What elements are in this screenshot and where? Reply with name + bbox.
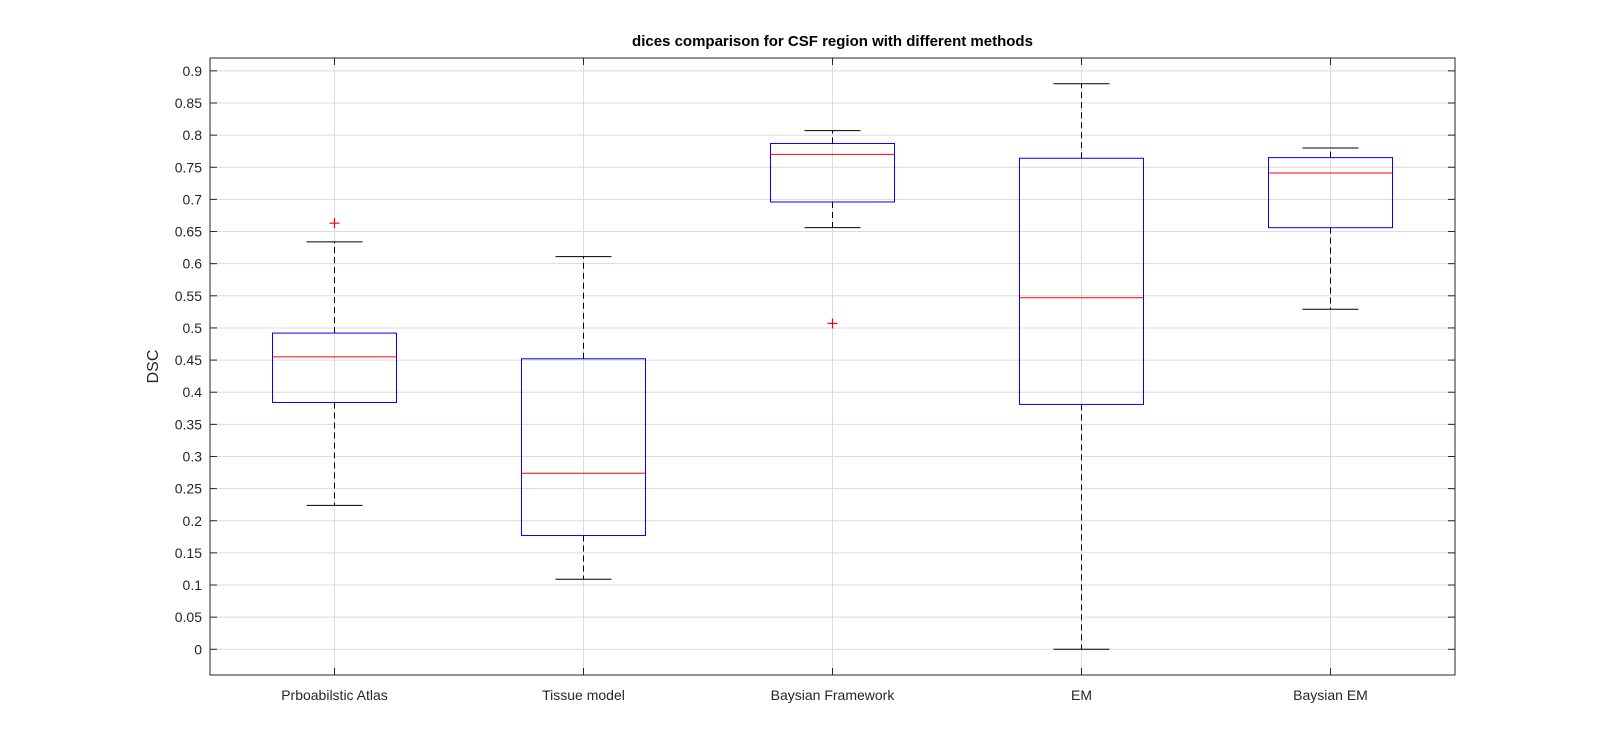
box-group [1019, 83, 1144, 650]
y-axis-label: DSC [145, 350, 162, 384]
y-tick-label: 0.65 [175, 224, 202, 240]
box-group [521, 256, 646, 580]
chart-title: dices comparison for CSF region with dif… [632, 33, 1033, 50]
x-category-label: Prboabilstic Atlas [281, 687, 388, 703]
y-tick-label: 0.8 [183, 127, 203, 143]
iqr-box [1268, 157, 1393, 229]
boxes [272, 83, 1393, 650]
y-tick-label: 0.25 [175, 481, 202, 497]
y-tick-label: 0.75 [175, 159, 202, 175]
x-category-label: EM [1071, 687, 1092, 703]
y-tick-label: 0.85 [175, 95, 202, 111]
y-tick-label: 0.7 [183, 191, 203, 207]
y-tick-label: 0.4 [183, 384, 203, 400]
outlier-marker [329, 218, 340, 229]
iqr-box [521, 358, 646, 537]
box-group [770, 130, 895, 329]
y-tick-label: 0.2 [183, 513, 203, 529]
ticks: 0 0.05 0.1 0.15 0.2 0.25 0.3 0.35 0.4 0.45 0.5 0.55… [175, 58, 1455, 703]
iqr-box [770, 142, 895, 203]
x-category-label: Baysian Framework [771, 687, 896, 703]
box-group [1268, 147, 1393, 310]
x-category-label: Baysian EM [1293, 687, 1368, 703]
y-tick-label: 0 [194, 641, 202, 657]
y-tick-label: 0.5 [183, 320, 203, 336]
y-tick-label: 0.45 [175, 352, 202, 368]
y-tick-label: 0.15 [175, 545, 202, 561]
iqr-box [1019, 157, 1144, 405]
y-tick-label: 0.35 [175, 416, 202, 432]
y-tick-label: 0.3 [183, 448, 203, 464]
y-tick-label: 0.55 [175, 288, 202, 304]
box-group [272, 218, 397, 506]
y-tick-label: 0.6 [183, 256, 203, 272]
y-tick-label: 0.9 [183, 63, 203, 79]
y-tick-label: 0.05 [175, 609, 202, 625]
outlier-marker [827, 318, 838, 329]
y-tick-label: 0.1 [183, 577, 203, 593]
x-category-label: Tissue model [542, 687, 625, 703]
grid [210, 58, 1455, 675]
iqr-box [272, 332, 397, 403]
